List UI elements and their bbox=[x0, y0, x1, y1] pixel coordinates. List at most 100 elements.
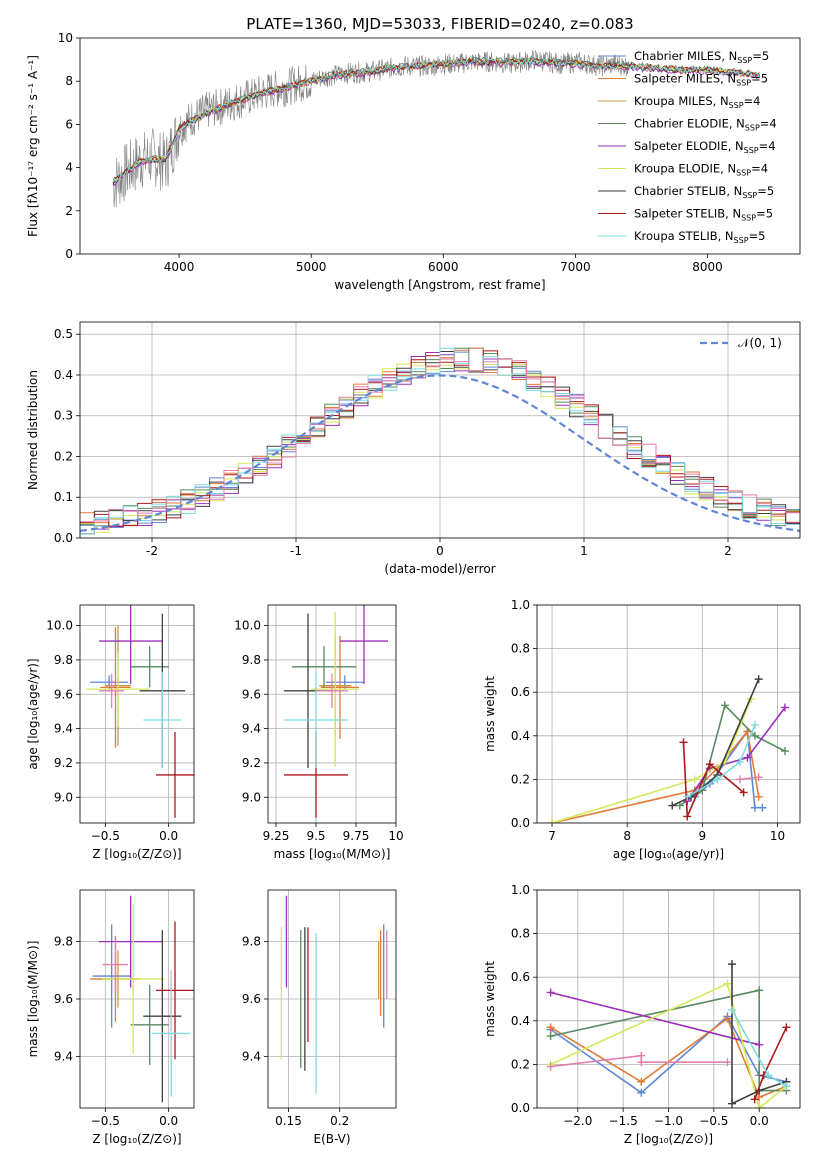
x-tick-label: 7000 bbox=[560, 260, 591, 274]
y-axis-label: age [log₁₀(age/yr)] bbox=[26, 658, 40, 769]
weight-line bbox=[551, 729, 760, 823]
y-tick-label: 1.0 bbox=[511, 883, 530, 897]
plot-area bbox=[80, 605, 194, 823]
x-tick-label: -2 bbox=[146, 544, 158, 558]
y-tick-label: 9.2 bbox=[54, 756, 73, 770]
weight-marker bbox=[546, 1062, 555, 1071]
y-tick-label: 9.4 bbox=[54, 1049, 73, 1063]
weight-marker bbox=[750, 720, 759, 729]
weight-marker bbox=[713, 775, 722, 784]
legend-name: Chabrier STELIB, N bbox=[634, 184, 742, 198]
plot-area bbox=[80, 890, 194, 1108]
y-tick-label: 0.3 bbox=[54, 409, 73, 423]
legend-entry: Kroupa STELIB, NSSP=5 bbox=[634, 229, 765, 245]
x-tick-label: 4000 bbox=[164, 260, 195, 274]
legend-subscript: SSP bbox=[745, 124, 760, 133]
weight-marker bbox=[727, 1005, 736, 1014]
legend-entry: Kroupa ELODIE, NSSP=4 bbox=[634, 162, 768, 178]
plot-area bbox=[537, 605, 800, 823]
plot-area bbox=[268, 890, 396, 1108]
plot-area bbox=[537, 890, 800, 1108]
weight-marker bbox=[727, 1099, 736, 1108]
weight-line bbox=[694, 729, 763, 809]
x-tick-label: −0.5 bbox=[91, 829, 120, 843]
axes-frame bbox=[79, 604, 195, 824]
normal-curve bbox=[80, 374, 800, 532]
x-tick-label: 1 bbox=[580, 544, 588, 558]
legend-entry: Chabrier ELODIE, NSSP=4 bbox=[634, 117, 777, 133]
x-tick-label: −1.0 bbox=[654, 1114, 683, 1128]
x-tick-label: 0.15 bbox=[275, 1114, 302, 1128]
weight-marker bbox=[764, 1071, 773, 1080]
y-tick-label: 0.8 bbox=[511, 927, 530, 941]
legend-entry: Chabrier MILES, NSSP=5 bbox=[634, 49, 769, 65]
x-tick-label: 10 bbox=[388, 829, 403, 843]
x-tick-label: 9.5 bbox=[306, 829, 325, 843]
y-tick-label: 8 bbox=[65, 74, 73, 88]
x-tick-label: 8000 bbox=[692, 260, 723, 274]
weight-marker bbox=[754, 675, 763, 684]
axes-frame bbox=[79, 321, 801, 539]
y-tick-label: 10.0 bbox=[46, 619, 73, 633]
weight-marker bbox=[750, 1095, 759, 1104]
x-tick-label: 0.0 bbox=[159, 1114, 178, 1128]
weight-marker bbox=[750, 731, 759, 740]
spectrum-panel: 4000 5000 6000 7000 8000 0 2 4 6 8 10 wavelength [A… bbox=[26, 15, 801, 292]
x-tick-label: −0.5 bbox=[91, 1114, 120, 1128]
y-tick-label: 0.1 bbox=[54, 490, 73, 504]
y-tick-label: 0.6 bbox=[511, 685, 530, 699]
weights-z-panel: −2.0 −1.5 −1.0 −0.5 0.0 0.0 0.2 0.4 0.6 0.8 1.0 Z [… bbox=[483, 883, 801, 1146]
weight-marker bbox=[546, 1023, 555, 1032]
x-tick-label: 10 bbox=[770, 829, 785, 843]
model-spectrum-line bbox=[112, 58, 761, 183]
x-axis-label: Z [log₁₀(Z/Z⊙)] bbox=[92, 1132, 181, 1146]
y-tick-label: 10 bbox=[58, 31, 73, 45]
weight-marker bbox=[755, 1040, 764, 1049]
y-tick-label: 9.8 bbox=[242, 653, 261, 667]
weight-line bbox=[671, 678, 760, 807]
legend-name: Salpeter MILES, N bbox=[634, 72, 736, 86]
x-tick-label: 9.75 bbox=[343, 829, 370, 843]
y-tick-label: 2 bbox=[65, 204, 73, 218]
y-tick-label: 9.6 bbox=[242, 687, 261, 701]
y-tick-label: 0.4 bbox=[511, 729, 530, 743]
y-tick-label: 9.4 bbox=[242, 722, 261, 736]
mass-age-panel: 9.25 9.5 9.75 10 9.0 9.2 9.4 9.6 9.8 10.0 mass [lo… bbox=[234, 604, 404, 861]
y-tick-label: 0.0 bbox=[54, 531, 73, 545]
x-tick-label: 0.2 bbox=[330, 1114, 349, 1128]
legend-name: Kroupa MILES, N bbox=[634, 94, 729, 108]
legend-subscript: SSP bbox=[744, 146, 759, 155]
y-axis-label: mass weight bbox=[483, 676, 497, 752]
legend-name: Chabrier MILES, N bbox=[634, 49, 737, 63]
weight-marker bbox=[727, 960, 736, 969]
weight-marker bbox=[780, 747, 789, 756]
weight-marker bbox=[548, 819, 557, 823]
x-tick-label: −1.5 bbox=[609, 1114, 638, 1128]
y-tick-label: 0.6 bbox=[511, 970, 530, 984]
legend-subscript: SSP bbox=[742, 191, 757, 200]
legend-subscript: SSP bbox=[736, 169, 751, 178]
legend-name: Salpeter STELIB, N bbox=[634, 207, 741, 221]
weight-marker bbox=[743, 753, 752, 762]
y-tick-label: 9.0 bbox=[242, 790, 261, 804]
legend-count: =5 bbox=[752, 49, 769, 63]
x-axis-label: Z [log₁₀(Z/Z⊙)] bbox=[624, 1132, 713, 1146]
legend-count: =4 bbox=[751, 162, 768, 176]
legend-name: Chabrier ELODIE, N bbox=[634, 117, 745, 131]
weight-marker bbox=[679, 738, 688, 747]
weight-marker bbox=[720, 701, 729, 710]
weight-line bbox=[550, 991, 760, 1046]
x-axis-label: E(B-V) bbox=[313, 1132, 350, 1146]
weight-marker bbox=[668, 801, 677, 810]
weight-line bbox=[686, 707, 786, 802]
weight-marker bbox=[750, 803, 759, 812]
y-tick-label: 0.4 bbox=[54, 368, 73, 382]
x-tick-label: 7 bbox=[548, 829, 556, 843]
weight-marker bbox=[705, 760, 714, 769]
weight-marker bbox=[690, 775, 699, 784]
weight-marker bbox=[637, 1088, 646, 1097]
axes-frame bbox=[267, 889, 397, 1109]
weight-marker bbox=[782, 1082, 791, 1091]
